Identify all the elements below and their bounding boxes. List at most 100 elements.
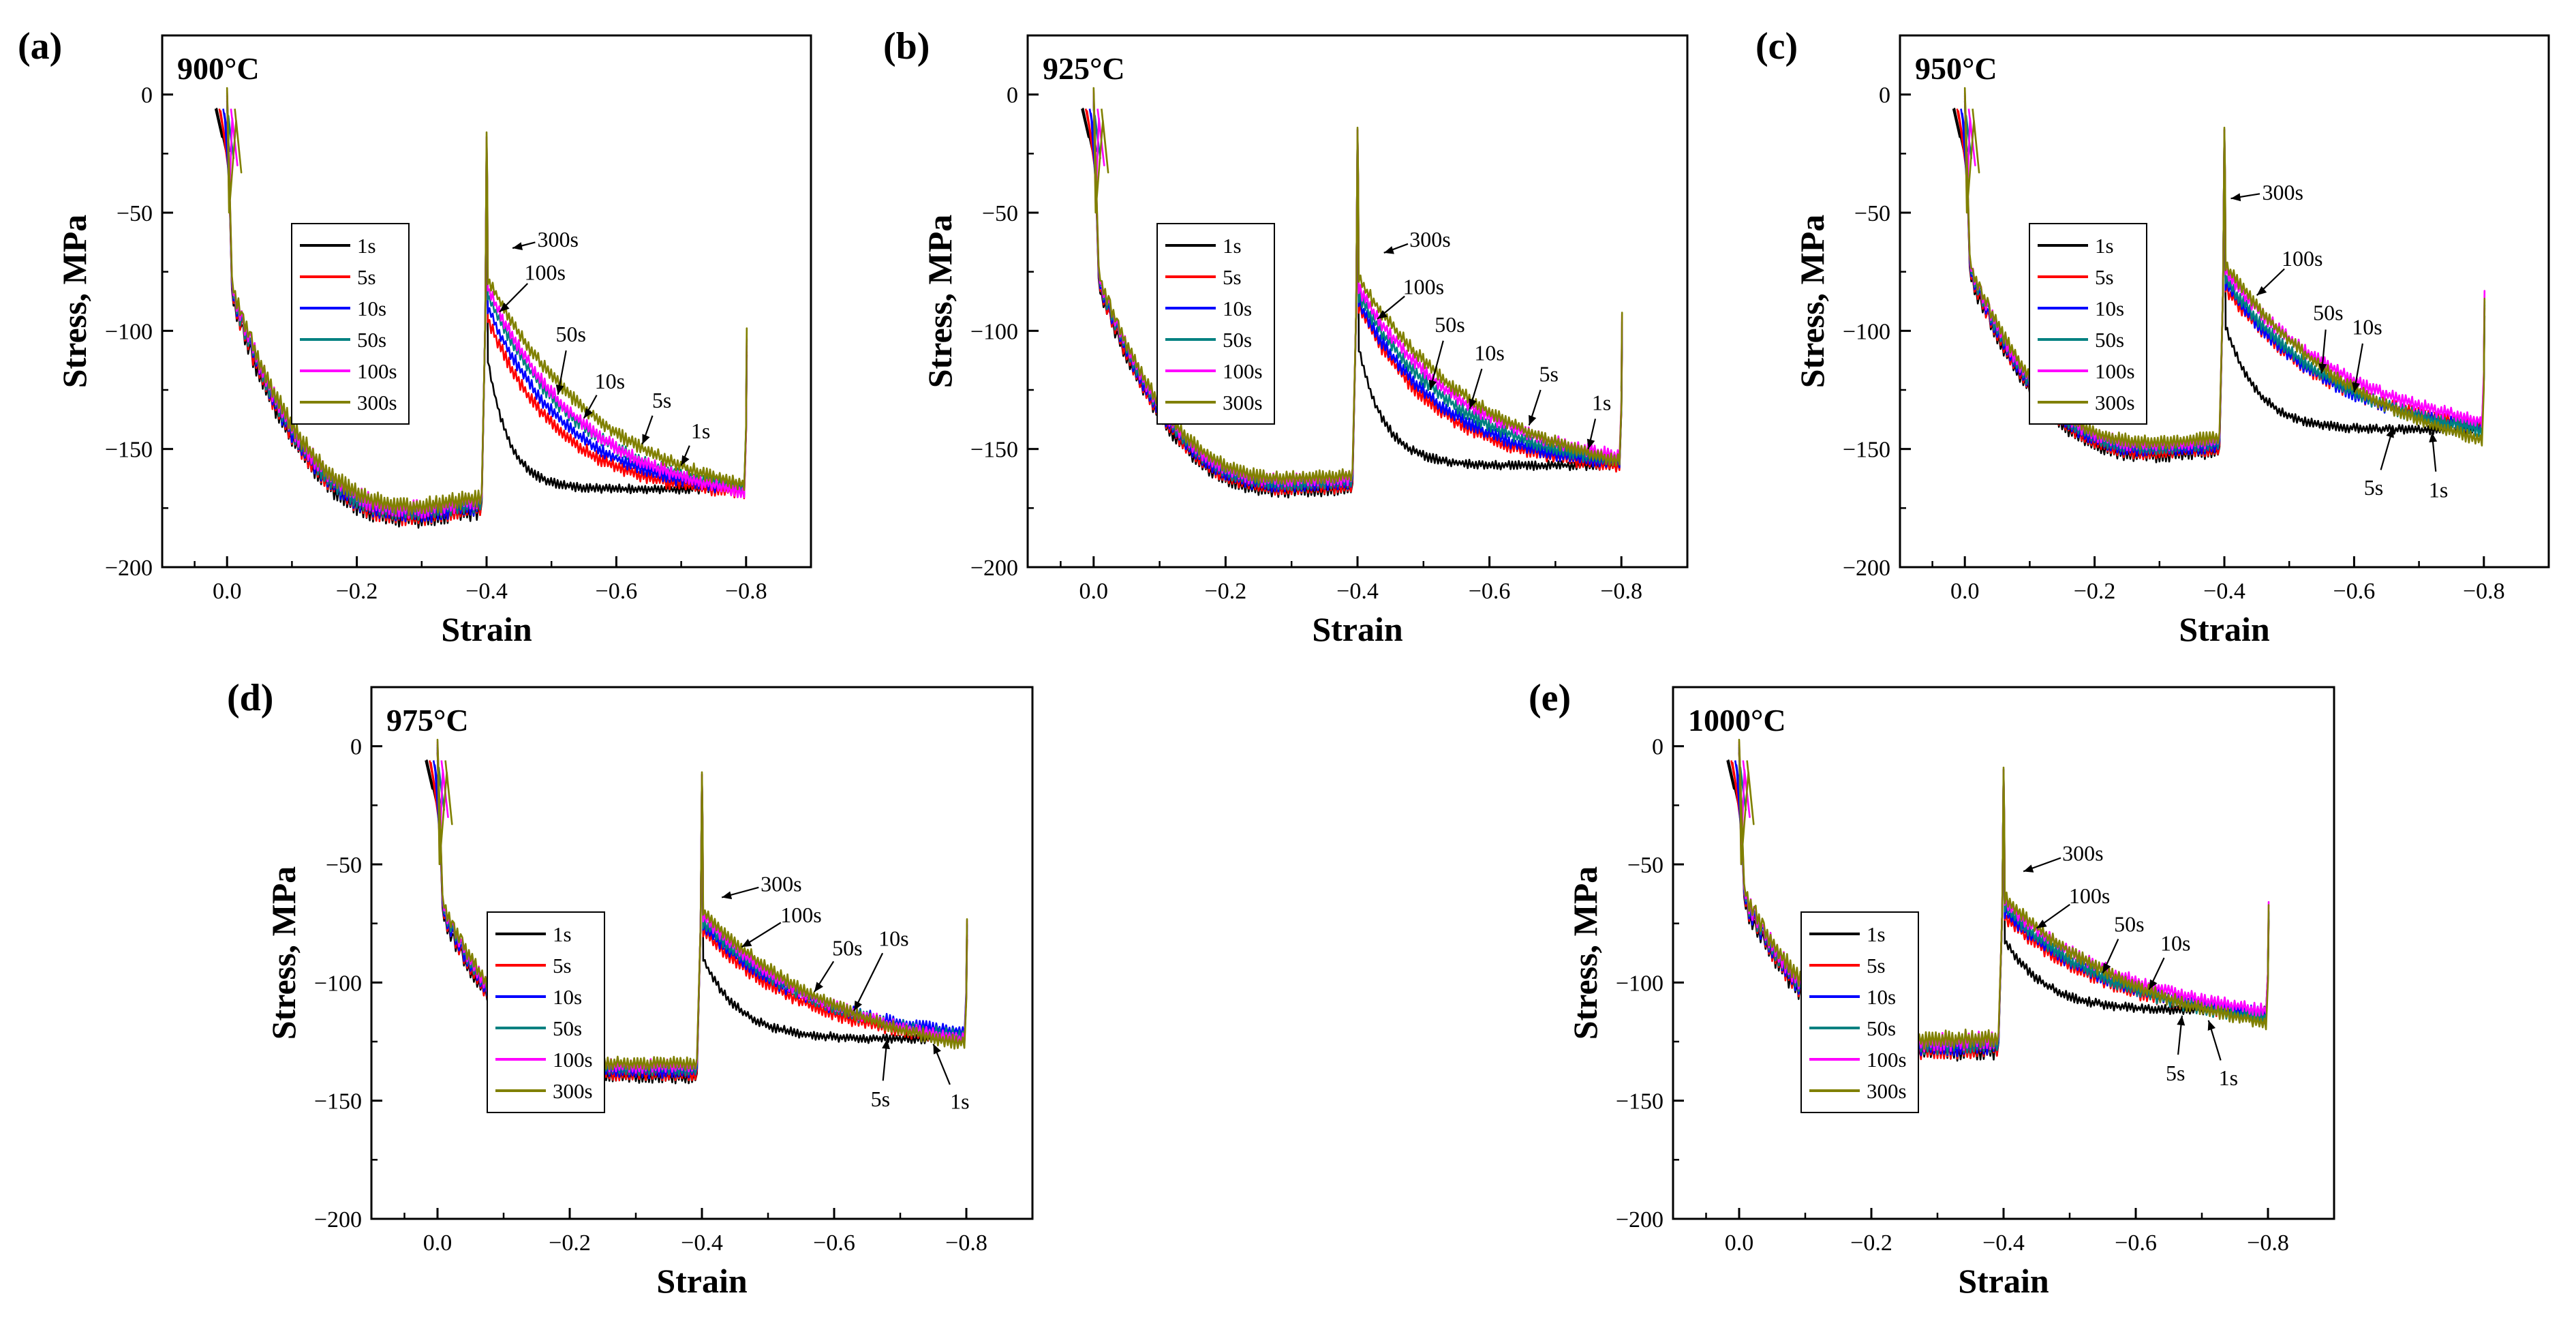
y-tick-label: −50: [982, 201, 1018, 226]
annotation-label: 100s: [780, 903, 821, 927]
legend-box: [1800, 911, 1919, 1113]
panel-label: (c): [1755, 25, 1798, 67]
annotation-arrowhead: [854, 1000, 862, 1011]
y-tick-label: −200: [105, 556, 153, 581]
x-tick-label: −0.2: [1205, 579, 1247, 604]
y-tick-label: −150: [105, 438, 153, 463]
legend-label: 1s: [553, 922, 572, 946]
chart-panel: 0.0 −0.2 −0.4 −0.6 −0.8 0 −50 −100 −150 −200 Strai…: [227, 677, 1034, 1300]
annotation-arrowhead: [2023, 864, 2034, 873]
y-tick-label: −50: [1854, 201, 1890, 226]
temperature-label: 975°C: [386, 703, 469, 738]
x-axis-title: Strain: [1958, 1262, 2049, 1300]
y-axis-title: Stress, MPa: [55, 215, 93, 389]
y-axis-title: Stress, MPa: [264, 866, 303, 1040]
panel-label: (e): [1529, 677, 1571, 719]
x-tick-label: 0.0: [1725, 1230, 1754, 1256]
series-group: [1081, 87, 1623, 499]
annotation-arrowhead: [2036, 920, 2047, 928]
legend-box: [1156, 223, 1275, 425]
annotation-arrowhead: [2352, 382, 2360, 393]
legend-label: 50s: [553, 1016, 582, 1040]
y-tick-label: −200: [1843, 556, 1890, 581]
legend-label: 10s: [553, 985, 582, 1009]
legend-label: 100s: [2095, 359, 2135, 383]
temperature-label: 900°C: [177, 51, 260, 86]
annotation-label: 5s: [2166, 1061, 2185, 1085]
legend-label: 1s: [357, 234, 376, 258]
panel-label: (d): [227, 677, 273, 719]
annotation-label: 5s: [871, 1087, 890, 1111]
legend-label: 1s: [2095, 234, 2114, 258]
x-tick-label: −0.6: [813, 1230, 855, 1256]
chart-panel: 0.0 −0.2 −0.4 −0.6 −0.8 0 −50 −100 −150 −200 Strai…: [1755, 25, 2550, 648]
legend-box: [487, 911, 605, 1113]
annotation-label: 50s: [2114, 912, 2144, 937]
legend: 1s 5s 10s 50s 100s 300s: [1800, 911, 1919, 1113]
legend-label: 100s: [1223, 359, 1263, 383]
annotation-arrowhead: [2149, 979, 2158, 990]
y-axis-title: Stress, MPa: [1793, 215, 1831, 389]
annotation-arrowhead: [500, 302, 510, 312]
annotation-label: 50s: [2313, 301, 2343, 325]
legend-label: 300s: [1223, 391, 1263, 414]
chart-panel: 0.0 −0.2 −0.4 −0.6 −0.8 0 −50 −100 −150 −200 Strai…: [18, 25, 812, 648]
legend-label: 1s: [1867, 922, 1886, 946]
legend: 1s 5s 10s 50s 100s 300s: [291, 223, 410, 425]
y-tick-label: −50: [117, 201, 153, 226]
legend-label: 10s: [2095, 297, 2124, 320]
y-axis-title: Stress, MPa: [1566, 866, 1604, 1040]
annotation-label: 1s: [2219, 1065, 2238, 1090]
legend-label: 100s: [357, 359, 397, 383]
plot-frame: [1899, 34, 2550, 569]
annotation-arrowhead: [1529, 414, 1537, 425]
annotation-arrowhead: [741, 939, 752, 948]
y-tick-label: −150: [314, 1089, 362, 1115]
legend-label: 5s: [357, 265, 376, 289]
y-tick-label: 0: [1007, 83, 1018, 108]
x-tick-label: −0.8: [1600, 579, 1642, 604]
annotation-label: 50s: [1435, 312, 1465, 337]
annotation-arrowhead: [681, 455, 690, 466]
annotation-label: 1s: [691, 419, 710, 443]
y-tick-label: −50: [326, 853, 362, 878]
x-tick-label: 0.0: [213, 579, 242, 604]
legend-label: 300s: [357, 391, 397, 414]
x-tick-label: −0.8: [725, 579, 767, 604]
y-tick-label: 0: [350, 735, 362, 760]
x-axis-title: Strain: [656, 1262, 748, 1300]
panel-label: (b): [883, 25, 930, 67]
y-axis-title: Stress, MPa: [921, 215, 959, 389]
annotation-arrowhead: [1377, 310, 1387, 319]
annotation-arrowhead: [2256, 286, 2267, 296]
x-tick-label: −0.2: [2074, 579, 2116, 604]
y-tick-label: −100: [314, 971, 362, 996]
series-line-300s: [226, 87, 748, 517]
legend: 1s 5s 10s 50s 100s 300s: [487, 911, 605, 1113]
x-tick-label: −0.2: [1850, 1230, 1892, 1256]
chart-panel: 0.0 −0.2 −0.4 −0.6 −0.8 0 −50 −100 −150 −200 Strai…: [883, 25, 1689, 648]
annotation-label: 10s: [1474, 341, 1504, 365]
y-tick-label: −100: [105, 319, 153, 344]
annotation-label: 1s: [950, 1089, 969, 1114]
annotation-arrowhead: [2429, 432, 2438, 442]
annotation-label: 100s: [2282, 246, 2322, 271]
y-tick-label: −200: [1616, 1207, 1663, 1232]
legend-label: 100s: [553, 1048, 593, 1072]
y-tick-label: −200: [970, 556, 1018, 581]
annotation-label: 5s: [652, 388, 671, 412]
annotation-label: 300s: [761, 872, 801, 896]
annotation-label: 5s: [2364, 475, 2383, 500]
annotation-arrowhead: [642, 434, 650, 444]
annotation-label: 10s: [878, 926, 908, 950]
annotation-label: 300s: [1409, 227, 1450, 252]
y-tick-label: −100: [1616, 971, 1663, 996]
annotation-label: 5s: [1539, 362, 1558, 387]
annotation-label: 100s: [2069, 883, 2110, 908]
y-tick-label: −150: [970, 438, 1018, 463]
x-tick-label: 0.0: [1950, 579, 1980, 604]
annotation-label: 10s: [2352, 314, 2382, 339]
plot-frame: [1026, 34, 1689, 569]
annotation-arrowhead: [2207, 1020, 2215, 1031]
y-tick-label: −150: [1616, 1089, 1663, 1115]
